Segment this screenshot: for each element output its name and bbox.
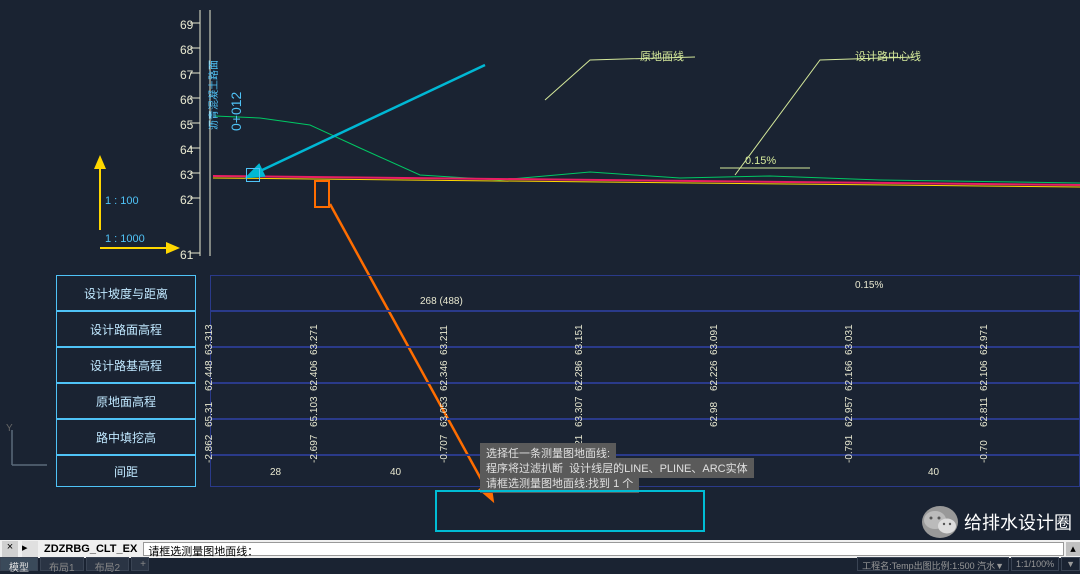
scale-horizontal-label: 1 : 1000: [105, 233, 145, 245]
tab-model[interactable]: 模型: [0, 557, 38, 571]
road-elev-val: 63.151: [574, 324, 585, 355]
selection-marker: [246, 168, 260, 182]
cmd-name: ZDZRBG_CLT_EX: [40, 543, 141, 555]
strip-ground: [210, 383, 1080, 419]
strip-cutfill: [210, 419, 1080, 455]
row-label-cutfill: 路中填挖高: [56, 419, 196, 455]
layout-tabs: 模型 布局1 布局2 +: [0, 557, 149, 571]
slope-dist: 268 (488): [420, 296, 463, 307]
ground-elev-val: 63.053: [439, 396, 450, 427]
subgrade-val: 62.448: [204, 360, 215, 391]
subgrade-val: 62.226: [709, 360, 720, 391]
cutfill-val: -2.697: [309, 435, 320, 463]
row-label-spacing: 间距: [56, 455, 196, 487]
scale-vertical-label: 1 : 100: [105, 195, 139, 207]
y-tick: 63: [180, 168, 193, 182]
road-elev-val: 63.031: [844, 324, 855, 355]
row-label-slope: 设计坡度与距离: [56, 275, 196, 311]
cad-canvas[interactable]: 69 68 67 66 65 64 63 62 61 1 : 100 1 : 1…: [0, 0, 1080, 525]
y-tick: 62: [180, 193, 193, 207]
status-project: 工程名:Temp出图比例:1:500 汽水▼: [857, 557, 1009, 571]
ground-elev-val: 62.98: [709, 402, 720, 427]
road-elev-val: 63.271: [309, 324, 320, 355]
tab-layout2[interactable]: 布局2: [86, 557, 130, 571]
legend-ground: 原地面线: [640, 48, 684, 64]
cmd-dropdown-icon[interactable]: ▴: [1066, 542, 1080, 556]
strip-slope: [210, 275, 1080, 311]
grade-label: 0.15%: [745, 155, 776, 167]
road-elev-val: 63.091: [709, 324, 720, 355]
row-label-road-elev: 设计路面高程: [56, 311, 196, 347]
watermark-text: 给排水设计圈: [964, 509, 1072, 535]
design-line: [213, 176, 1080, 185]
design-line-offset: [213, 178, 1080, 187]
command-input[interactable]: 请框选测量图地面线：: [143, 542, 1064, 556]
ground-elev-val: 65.31: [204, 402, 215, 427]
cmd-highlight: [435, 490, 705, 532]
spacing-val: 40: [928, 467, 939, 478]
subgrade-val: 62.106: [979, 360, 990, 391]
strip-road: [210, 311, 1080, 347]
y-tick: 69: [180, 18, 193, 32]
road-elev-val: 63.313: [204, 324, 215, 355]
status-bar: 工程名:Temp出图比例:1:500 汽水▼ 1:1/100% ▼: [857, 557, 1080, 571]
y-tick: 68: [180, 43, 193, 57]
y-tick: 64: [180, 143, 193, 157]
ground-elev-val: 63.307: [574, 396, 585, 427]
cmd-close-button[interactable]: ×: [2, 541, 18, 557]
spacing-val: 28: [270, 467, 281, 478]
subgrade-val: 62.286: [574, 360, 585, 391]
orange-marker: [314, 180, 330, 208]
slope-right: 0.15%: [855, 280, 883, 291]
ground-elev-val: 62.811: [979, 397, 990, 427]
tab-layout1[interactable]: 布局1: [40, 557, 84, 571]
tab-add[interactable]: +: [131, 557, 149, 571]
row-label-subgrade: 设计路基高程: [56, 347, 196, 383]
station-label: 0+012: [228, 92, 244, 131]
y-tick: 61: [180, 248, 193, 262]
road-type-annotation: 沥青混凝土路面: [205, 60, 220, 130]
road-elev-val: 62.971: [979, 324, 990, 355]
subgrade-val: 62.406: [309, 360, 320, 391]
y-tick: 65: [180, 118, 193, 132]
spacing-val: 40: [390, 467, 401, 478]
strip-subgrade: [210, 347, 1080, 383]
y-tick: 67: [180, 68, 193, 82]
ucs-y-label: Y: [6, 423, 13, 434]
ground-elev-val: 65.103: [309, 396, 320, 427]
y-tick: 66: [180, 93, 193, 107]
cutfill-val: -0.791: [844, 435, 855, 463]
blue-arrow: [258, 65, 485, 172]
subgrade-val: 62.166: [844, 360, 855, 391]
status-zoom[interactable]: 1:1/100%: [1011, 557, 1059, 571]
cmd-history-icon[interactable]: ▸: [22, 541, 38, 557]
wechat-icon: [922, 506, 958, 538]
status-extra[interactable]: ▼: [1061, 557, 1080, 571]
road-elev-val: 63.211: [439, 325, 450, 355]
ground-elev-val: 62.957: [844, 396, 855, 427]
subgrade-val: 62.346: [439, 360, 450, 391]
cutfill-val: -0.70: [979, 440, 990, 463]
command-line-bar: × ▸ ZDZRBG_CLT_EX 请框选测量图地面线： ▴: [0, 540, 1080, 558]
cutfill-val: -0.707: [439, 435, 450, 463]
row-label-ground: 原地面高程: [56, 383, 196, 419]
ground-line: [215, 116, 1080, 183]
cutfill-val: -2.862: [204, 435, 215, 463]
watermark: 给排水设计圈: [922, 506, 1072, 538]
legend-design: 设计路中心线: [855, 48, 921, 64]
